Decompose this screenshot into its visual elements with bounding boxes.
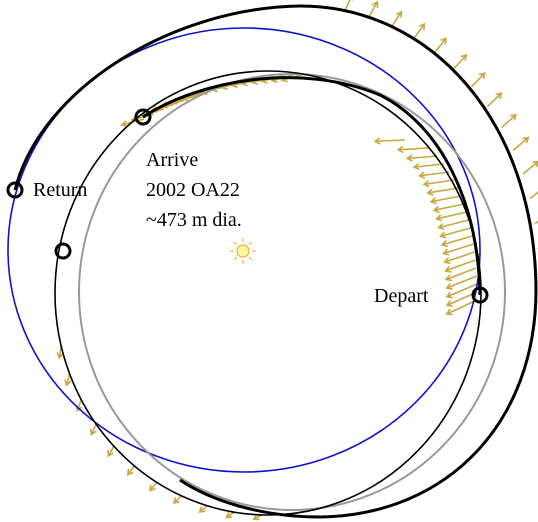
thrust-arrow [412, 162, 445, 171]
thrust-arrow [396, 145, 429, 154]
asteroid-label: 2002 OA22 [146, 179, 240, 201]
thrust-arrow [433, 37, 448, 54]
depart-label: Depart [374, 285, 429, 307]
thrust-arrow [107, 445, 115, 458]
thrust-arrow [445, 299, 478, 316]
depart-trajectory [142, 76, 482, 296]
thrust-arrow [445, 283, 478, 299]
thrust-arrow [529, 191, 538, 200]
thrust-arrow [417, 171, 450, 179]
thrust-arrow [225, 511, 235, 519]
thrust-arrow [343, 0, 354, 12]
thrust-arrow [422, 179, 455, 188]
thrust-arrow [486, 92, 503, 108]
thrust-arrow [443, 251, 475, 265]
arrive-marker [134, 108, 152, 126]
thrust-arrow [470, 72, 486, 88]
diameter-label: ~473 m dia. [146, 209, 242, 231]
asteroid-orbit [78, 73, 506, 511]
thrust-arrow [390, 10, 403, 28]
thrust-arrow [445, 275, 477, 290]
event-markers [6, 108, 489, 304]
thrust-arrow [426, 187, 458, 196]
return-label: Return [33, 179, 87, 201]
thrust-arrow [440, 235, 473, 248]
thrust-arrow [429, 195, 462, 205]
thrust-arrow [367, 0, 379, 19]
thrust-arrow [405, 154, 438, 162]
thrust-arrow [412, 22, 426, 40]
thrust-arrow [89, 423, 97, 436]
marker [54, 242, 72, 260]
return-marker [6, 181, 24, 199]
thrust-arrow [512, 136, 530, 151]
thrust-arrow [434, 211, 467, 222]
thrust-arrow [64, 373, 72, 387]
thrust-arrow [437, 219, 469, 231]
thrust-arrow [127, 465, 135, 477]
return-trajectory [13, 4, 538, 519]
thrust-arrow [172, 495, 182, 505]
thrust-arrow [432, 203, 465, 213]
thrust-arrow [439, 227, 471, 239]
thrust-arrow [444, 267, 477, 282]
arrive-label: Arrive [146, 149, 198, 171]
depart-marker [471, 286, 489, 304]
thrust-arrow [522, 160, 538, 175]
thrust-arrow [198, 505, 208, 514]
thrust-arrow [373, 137, 406, 145]
thrust-arrow [148, 481, 158, 492]
sun [230, 238, 256, 264]
thrust-arrow [453, 53, 468, 70]
thrust-arrow [444, 259, 476, 273]
earth-orbit [7, 27, 481, 473]
thrust-arrow [442, 243, 474, 256]
thrust-arrow [500, 113, 518, 129]
